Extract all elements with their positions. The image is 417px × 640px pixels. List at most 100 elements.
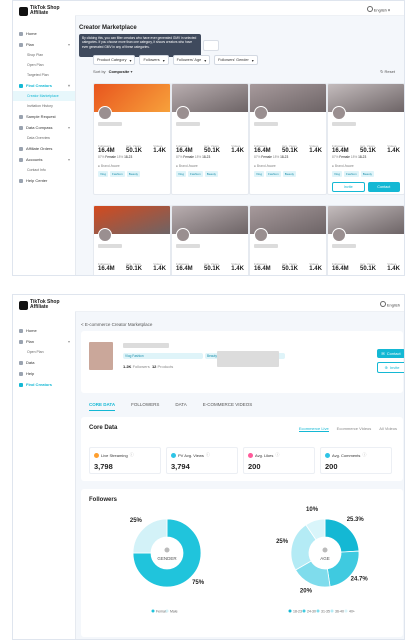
- stat-value: 50.1K: [359, 148, 376, 154]
- creator-tag: Fashion: [266, 171, 281, 177]
- contact-label: Contact: [386, 351, 401, 356]
- stat-label: Followers: [98, 262, 111, 266]
- sidebar-item-label: Invitation History: [27, 104, 53, 108]
- globe-icon: [379, 301, 386, 307]
- age-chart-legend-marker: [330, 609, 334, 613]
- filter-all-videos[interactable]: All Videos: [379, 426, 397, 431]
- filter-product-category[interactable]: Product Category ▾: [93, 55, 136, 65]
- creator-avatar: [254, 106, 268, 120]
- tab-data[interactable]: DATA: [175, 402, 187, 407]
- creator-card[interactable]: Followers 16.4M Avg. Views 50.1K Videos 1.4K 8…: [171, 83, 249, 195]
- metric-value: 3,798: [94, 462, 113, 471]
- stat-label: Avg. Views: [203, 144, 219, 148]
- language-selector[interactable]: English: [379, 301, 400, 308]
- pv-avg-views-icon: [171, 452, 176, 458]
- info-icon: ⓘ: [275, 452, 280, 457]
- stat-avg-views: Avg. Views 50.1K: [204, 144, 220, 154]
- sidebar-item-home[interactable]: Home: [13, 28, 75, 39]
- sidebar-item-sample-request[interactable]: Sample Request: [13, 111, 75, 122]
- breadcrumb[interactable]: < E-commerce Creator Marketplace: [81, 322, 153, 327]
- sort-control[interactable]: Sort by Composite ▾: [93, 69, 133, 74]
- stat-followers: Followers 16.4M: [254, 262, 271, 272]
- live-streaming-icon: [94, 452, 99, 458]
- sidebar-item-data[interactable]: Data: [13, 357, 75, 368]
- stat-videos: Videos 1.4K: [309, 262, 322, 272]
- invite-button[interactable]: ⊕ Invite: [377, 362, 404, 373]
- sidebar-item-targeted-plan[interactable]: Targeted Plan: [13, 70, 75, 80]
- creator-card[interactable]: Followers 16.4M Avg. Views 50.1K Videos 1.4K: [327, 205, 404, 275]
- filter-ecommerce-videos[interactable]: Ecommerce Videos: [336, 426, 372, 431]
- age-chart-legend-marker: [316, 609, 320, 613]
- creator-card[interactable]: Followers 16.4M Avg. Views 50.1K Videos 1.4K: [249, 205, 327, 275]
- sidebar-item-label: Help Center: [26, 178, 48, 183]
- stat-value: 16.4M: [98, 266, 115, 272]
- sidebar-item-label: Find Creators: [26, 382, 53, 387]
- creator-tag: Fashion: [344, 171, 359, 177]
- age-chart-label-36-40: 25%: [276, 539, 289, 545]
- language-label: English: [386, 302, 400, 308]
- creator-stats: Followers 16.4M Avg. Views 50.1K Videos 1.4K: [98, 144, 166, 154]
- account-type: ● Brand Aware: [98, 164, 120, 168]
- find-creators-icon: [19, 83, 23, 88]
- sidebar-item-creator-marketplace[interactable]: Creator Marketplace: [13, 91, 75, 101]
- followers-value: 1.2K: [123, 364, 132, 369]
- sidebar-item-help-center[interactable]: Help Center: [13, 175, 75, 186]
- stat-value: 16.4M: [254, 266, 271, 272]
- stat-value: 1.4K: [387, 148, 400, 154]
- sidebar-item-affiliate-orders[interactable]: Affiliate Orders: [13, 143, 75, 154]
- sidebar-item-label: Creator Marketplace: [27, 94, 59, 98]
- creator-card[interactable]: Followers 16.4M Avg. Views 50.1K Videos 1.4K 8…: [327, 83, 404, 195]
- filter-followers[interactable]: Followers ▾: [139, 55, 169, 65]
- sidebar-item-accounts[interactable]: Accounts ▾: [13, 154, 75, 165]
- stat-avg-views: Avg. Views 50.1K: [360, 144, 376, 154]
- stat-avg-views: Avg. Views 50.1K: [282, 144, 298, 154]
- contact-button[interactable]: Contact: [367, 182, 400, 192]
- avg-likes-icon: [248, 452, 253, 458]
- sidebar-item-label: Home: [26, 328, 37, 333]
- creator-card[interactable]: Followers 16.4M Avg. Views 50.1K Videos 1.4K: [93, 205, 171, 275]
- creator-card[interactable]: Followers 16.4M Avg. Views 50.1K Videos 1.4K: [171, 205, 249, 275]
- gender-pct: 87%: [332, 155, 340, 159]
- tab-followers[interactable]: FOLLOWERS: [131, 402, 160, 407]
- sidebar-item-open-plan[interactable]: Open Plan: [13, 347, 75, 357]
- filter-followers-gender[interactable]: Followers' Gender ▾: [214, 55, 258, 65]
- tab-core-data[interactable]: CORE DATA: [89, 402, 116, 411]
- sidebar-item-home[interactable]: Home: [13, 325, 75, 336]
- filter-ecommerce-live[interactable]: Ecommerce Live: [298, 426, 329, 432]
- stat-label: Followers: [332, 144, 345, 148]
- gender-chart-legend-male: Male: [170, 610, 178, 614]
- stat-value: 50.1K: [281, 148, 298, 154]
- sidebar-item-find-creators[interactable]: Find Creators: [13, 379, 75, 390]
- sidebar-item-data-overview[interactable]: Data Overview: [13, 133, 75, 143]
- sidebar-item-data-compass[interactable]: Data Compass ▾: [13, 122, 75, 133]
- language-selector[interactable]: English ▾: [366, 6, 390, 13]
- sidebar-item-help[interactable]: Help: [13, 368, 75, 379]
- message-icon: ✉: [381, 351, 385, 356]
- contact-button[interactable]: ✉ Contact: [377, 349, 404, 358]
- stat-label: Followers: [332, 262, 345, 266]
- creator-tags: Vlog Fashion Beauty: [254, 171, 297, 177]
- sidebar-item-invitation-history[interactable]: Invitation History: [13, 101, 75, 111]
- sidebar-item-contact-info[interactable]: Contact Info: [13, 165, 75, 175]
- sidebar-item-open-plan[interactable]: Open Plan: [13, 60, 75, 70]
- gender-pct: 87%: [254, 155, 262, 159]
- filter-followers-age[interactable]: Followers' Age ▾: [172, 55, 211, 65]
- gender-chart-center-icon: [164, 547, 170, 553]
- creator-tag: Beauty: [126, 171, 141, 177]
- creator-name-blurred: [332, 244, 356, 248]
- chevron-down-icon: ▾: [251, 58, 254, 63]
- sidebar-item-plan[interactable]: Plan ▾: [13, 39, 75, 50]
- tab-e-commerce-videos[interactable]: E-COMMERCE VIDEOS: [202, 402, 253, 407]
- creator-tags: Vlog Fashion Beauty: [98, 171, 141, 177]
- invite-button[interactable]: Invite: [332, 182, 365, 192]
- search-button[interactable]: [203, 40, 219, 51]
- stat-value: 50.1K: [203, 148, 220, 154]
- creator-name-blurred: [176, 244, 200, 248]
- stat-videos: Videos 1.4K: [153, 262, 166, 272]
- creator-card[interactable]: Followers 16.4M Avg. Views 50.1K Videos 1.4K 8…: [249, 83, 327, 195]
- sidebar-item-shop-plan[interactable]: Shop Plan: [13, 50, 75, 60]
- sidebar-item-plan[interactable]: Plan ▾: [13, 336, 75, 347]
- sidebar-item-find-creators[interactable]: Find Creators ▾: [13, 80, 75, 91]
- creator-card[interactable]: Followers 16.4M Avg. Views 50.1K Videos 1.4K 8…: [93, 83, 171, 195]
- reset-button[interactable]: ↻ Reset: [380, 69, 395, 74]
